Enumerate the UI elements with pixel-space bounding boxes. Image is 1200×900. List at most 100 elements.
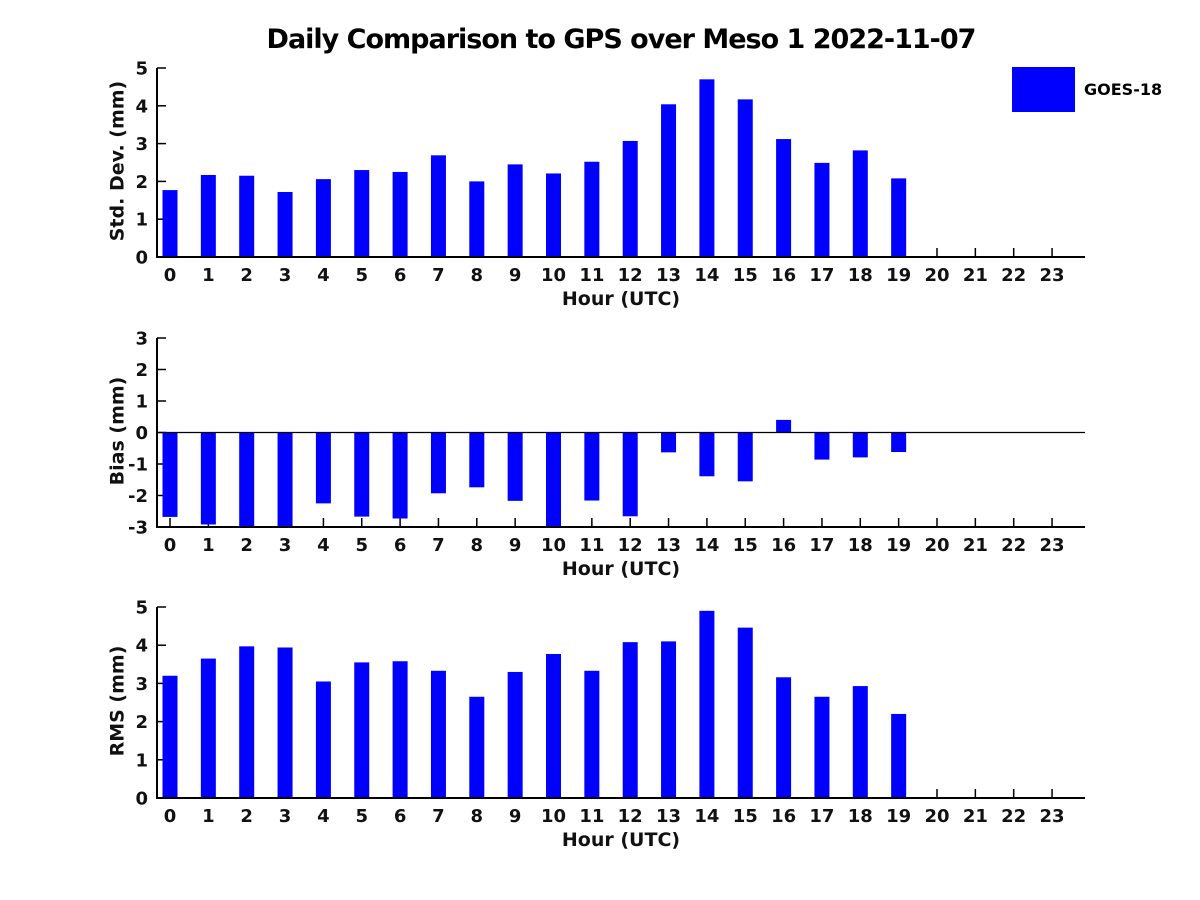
bar-hour-18 xyxy=(852,686,868,798)
bar-hour-16 xyxy=(776,419,792,433)
bar-hour-2 xyxy=(239,432,255,527)
svg-text:20: 20 xyxy=(924,806,949,827)
svg-text:15: 15 xyxy=(733,535,758,556)
bar-hour-10 xyxy=(546,432,561,527)
svg-text:23: 23 xyxy=(1040,806,1065,827)
std-dev-y-tick-labels: 0 1 2 3 4 5 xyxy=(135,59,148,269)
svg-text:10: 10 xyxy=(541,806,566,827)
svg-text:23: 23 xyxy=(1040,265,1065,286)
bar-hour-14 xyxy=(699,610,715,798)
svg-text:19: 19 xyxy=(886,806,911,827)
std-dev-x-axis-label: Hour (UTC) xyxy=(561,288,681,310)
svg-text:2: 2 xyxy=(135,360,148,381)
svg-text:0: 0 xyxy=(135,789,148,810)
svg-text:14: 14 xyxy=(694,535,719,556)
svg-text:1: 1 xyxy=(135,750,148,771)
svg-text:3: 3 xyxy=(279,535,292,556)
svg-text:5: 5 xyxy=(355,806,368,827)
svg-text:14: 14 xyxy=(694,265,719,286)
bar-hour-4 xyxy=(315,681,331,798)
svg-text:12: 12 xyxy=(618,806,643,827)
legend-color-swatch xyxy=(1012,67,1075,112)
svg-text:22: 22 xyxy=(1001,535,1026,556)
svg-text:8: 8 xyxy=(471,806,484,827)
svg-text:13: 13 xyxy=(656,806,681,827)
svg-text:21: 21 xyxy=(963,806,988,827)
svg-text:5: 5 xyxy=(135,59,148,80)
bar-hour-19 xyxy=(891,178,907,257)
rms-x-ticks xyxy=(169,789,1053,798)
svg-text:8: 8 xyxy=(471,265,484,286)
bar-hour-10 xyxy=(546,173,561,257)
bar-hour-1 xyxy=(200,174,216,257)
svg-text:2: 2 xyxy=(135,712,148,733)
svg-text:1: 1 xyxy=(135,392,148,413)
bias-y-axis-label: Bias (mm) xyxy=(106,376,129,486)
legend: GOES-18 xyxy=(1012,67,1162,112)
svg-text:23: 23 xyxy=(1040,535,1065,556)
bar-hour-16 xyxy=(776,677,792,798)
bar-hour-6 xyxy=(392,661,408,798)
bar-hour-12 xyxy=(622,642,638,798)
svg-text:3: 3 xyxy=(279,806,292,827)
svg-text:12: 12 xyxy=(618,265,643,286)
bar-hour-2 xyxy=(239,646,255,798)
bar-hour-3 xyxy=(277,432,293,527)
bar-hour-16 xyxy=(776,139,792,257)
bar-hour-13 xyxy=(661,432,677,453)
svg-text:20: 20 xyxy=(924,535,949,556)
svg-text:1: 1 xyxy=(135,210,148,231)
svg-text:8: 8 xyxy=(471,535,484,556)
svg-text:1: 1 xyxy=(202,535,215,556)
bar-hour-15 xyxy=(737,432,753,482)
bar-hour-15 xyxy=(737,627,753,798)
bar-hour-17 xyxy=(814,696,830,798)
svg-text:15: 15 xyxy=(733,265,758,286)
bar-hour-12 xyxy=(622,140,638,257)
rms-y-tick-labels: 0 1 2 3 4 5 xyxy=(135,598,148,810)
std-dev-bars xyxy=(162,79,907,258)
svg-text:0: 0 xyxy=(164,265,177,286)
bar-hour-5 xyxy=(354,662,370,798)
bar-hour-11 xyxy=(584,432,600,501)
bar-hour-0 xyxy=(162,190,178,257)
bar-hour-1 xyxy=(200,658,216,798)
chart-title: Daily Comparison to GPS over Meso 1 2022… xyxy=(266,24,977,55)
svg-text:5: 5 xyxy=(355,535,368,556)
bar-hour-15 xyxy=(737,99,753,258)
rms-x-axis-label: Hour (UTC) xyxy=(561,829,681,851)
svg-text:3: 3 xyxy=(135,674,148,695)
svg-text:18: 18 xyxy=(848,806,873,827)
svg-text:17: 17 xyxy=(809,535,834,556)
bias-x-tick-labels: 0 1 2 3 4 5 6 7 8 9 10 11 12 13 14 15 16 17 18 19 20 21 22 23 xyxy=(164,535,1065,556)
svg-text:9: 9 xyxy=(509,535,522,556)
bar-hour-3 xyxy=(277,191,293,257)
svg-text:5: 5 xyxy=(355,265,368,286)
bar-hour-9 xyxy=(507,671,523,798)
std-dev-x-tick-labels: 0 1 2 3 4 5 6 7 8 9 10 11 12 13 14 15 16 17 18 19 20 21 22 23 xyxy=(164,265,1065,286)
svg-text:10: 10 xyxy=(541,265,566,286)
svg-text:7: 7 xyxy=(432,535,445,556)
svg-text:17: 17 xyxy=(809,265,834,286)
svg-text:15: 15 xyxy=(733,806,758,827)
svg-text:11: 11 xyxy=(579,535,604,556)
svg-text:7: 7 xyxy=(432,806,445,827)
bar-hour-9 xyxy=(507,164,523,257)
svg-text:4: 4 xyxy=(317,535,330,556)
bar-hour-6 xyxy=(392,432,408,519)
bar-hour-14 xyxy=(699,79,715,257)
svg-text:22: 22 xyxy=(1001,806,1026,827)
svg-text:-3: -3 xyxy=(128,518,148,539)
bar-hour-10 xyxy=(546,653,561,798)
svg-text:19: 19 xyxy=(886,265,911,286)
bar-hour-8 xyxy=(469,432,485,488)
rms-y-axis-label: RMS (mm) xyxy=(106,645,129,757)
svg-text:13: 13 xyxy=(656,535,681,556)
bar-hour-7 xyxy=(430,670,446,798)
rms-x-tick-labels: 0 1 2 3 4 5 6 7 8 9 10 11 12 13 14 15 16 17 18 19 20 21 22 23 xyxy=(164,806,1065,827)
svg-text:12: 12 xyxy=(618,535,643,556)
